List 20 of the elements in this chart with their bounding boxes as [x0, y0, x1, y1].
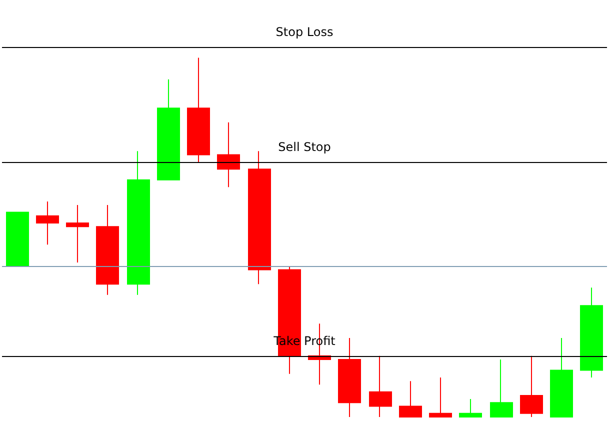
candlestick [127, 150, 150, 296]
candlestick [96, 204, 119, 296]
candlestick [66, 204, 89, 264]
ref-line-label: Stop Loss [276, 25, 334, 39]
candlestick [550, 337, 573, 418]
candlestick [217, 122, 240, 188]
candlestick [369, 355, 392, 418]
candlestick [580, 287, 603, 378]
candlestick [157, 78, 180, 180]
candlestick [520, 355, 543, 418]
candlestick [490, 359, 513, 418]
candlestick [248, 150, 271, 285]
candlestick [459, 398, 482, 418]
candlestick [6, 212, 29, 267]
candlestick [36, 200, 59, 246]
candlestick [338, 337, 361, 418]
candlestick [429, 376, 452, 418]
candlestick [187, 57, 210, 162]
ref-line-label: Sell Stop [278, 140, 331, 154]
candlestick [399, 380, 422, 418]
